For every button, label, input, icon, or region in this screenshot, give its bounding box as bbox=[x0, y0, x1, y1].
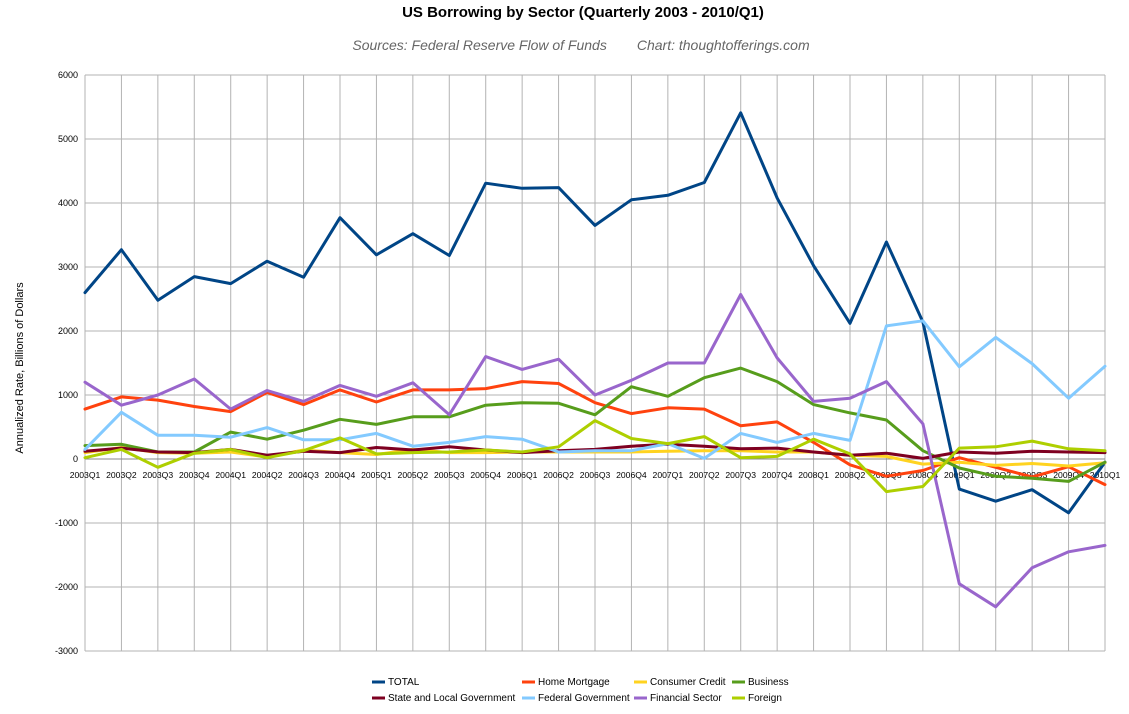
legend-label-financial-sector: Financial Sector bbox=[650, 693, 722, 704]
grid bbox=[84, 74, 1106, 652]
x-tick-label: 2009Q4 bbox=[1053, 470, 1084, 480]
y-tick-label: 5000 bbox=[58, 134, 78, 144]
x-tick-label: 2007Q3 bbox=[725, 470, 756, 480]
series-line-total bbox=[83, 111, 1107, 515]
y-tick-label: -1000 bbox=[55, 518, 78, 528]
x-tick-label: 2005Q3 bbox=[434, 470, 465, 480]
y-tick-label: 6000 bbox=[58, 70, 78, 80]
x-tick-label: 2007Q2 bbox=[689, 470, 720, 480]
x-tick-label: 2003Q4 bbox=[179, 470, 210, 480]
y-tick-label: 3000 bbox=[58, 262, 78, 272]
x-tick-label: 2006Q4 bbox=[616, 470, 647, 480]
x-tick-label: 2007Q4 bbox=[762, 470, 793, 480]
y-tick-label: 1000 bbox=[58, 390, 78, 400]
x-tick-label: 2006Q2 bbox=[543, 470, 574, 480]
legend-label-business: Business bbox=[748, 677, 789, 688]
x-tick-label: 2004Q3 bbox=[288, 470, 319, 480]
x-tick-label: 2004Q2 bbox=[252, 470, 283, 480]
y-tick-label: -3000 bbox=[55, 646, 78, 656]
chart-title: US Borrowing by Sector (Quarterly 2003 -… bbox=[402, 4, 764, 21]
legend: TOTAL Home Mortgage Consumer Credit Busines… bbox=[372, 677, 789, 704]
x-tick-label: 2008Q2 bbox=[835, 470, 866, 480]
y-axis-label: Annualized Rate, Billions of Dollars bbox=[14, 282, 26, 454]
x-tick-label: 2008Q4 bbox=[908, 470, 939, 480]
series-line-home-mortgage bbox=[83, 380, 1107, 487]
legend-label-state-and-local-government: State and Local Government bbox=[388, 693, 516, 704]
y-tick-label: 4000 bbox=[58, 198, 78, 208]
x-tick-label: 2009Q1 bbox=[944, 470, 975, 480]
y-tick-label: -2000 bbox=[55, 582, 78, 592]
series-line-foreign bbox=[83, 419, 1107, 494]
x-tick-label: 2003Q1 bbox=[70, 470, 101, 480]
x-tick-label: 2005Q1 bbox=[361, 470, 392, 480]
legend-label-home-mortgage: Home Mortgage bbox=[538, 677, 610, 688]
legend-label-total: TOTAL bbox=[388, 677, 420, 688]
x-tick-label: 2005Q4 bbox=[470, 470, 501, 480]
legend-label-federal-government: Federal Government bbox=[538, 693, 630, 704]
series-line-federal-government bbox=[83, 319, 1107, 460]
series-line-financial-sector bbox=[83, 293, 1107, 609]
chart-subtitle: Sources: Federal Reserve Flow of Funds Ch… bbox=[0, 37, 1129, 53]
x-tick-label: 2006Q1 bbox=[507, 470, 538, 480]
chart-credit: Chart: thoughtofferings.com bbox=[636, 37, 810, 53]
y-tick-label: 0 bbox=[73, 454, 78, 464]
x-tick-label: 2005Q2 bbox=[398, 470, 429, 480]
x-tick-label: 2008Q1 bbox=[798, 470, 829, 480]
x-tick-label: 2006Q3 bbox=[580, 470, 611, 480]
y-tick-label: 2000 bbox=[58, 326, 78, 336]
x-tick-label: 2010Q1 bbox=[1090, 470, 1121, 480]
legend-label-consumer-credit: Consumer Credit bbox=[650, 677, 726, 688]
chart-source: Sources: Federal Reserve Flow of Funds bbox=[352, 37, 607, 53]
x-tick-label: 2009Q3 bbox=[1017, 470, 1048, 480]
legend-label-foreign: Foreign bbox=[748, 693, 782, 704]
series-lines bbox=[83, 111, 1107, 609]
x-tick-label: 2004Q1 bbox=[215, 470, 246, 480]
x-tick-label: 2003Q3 bbox=[143, 470, 174, 480]
x-tick-label: 2007Q1 bbox=[653, 470, 684, 480]
axes: -3000 -2000 -1000 0 1000 2000 3000 4000 5000 6000… bbox=[55, 70, 1121, 656]
x-tick-label: 2004Q4 bbox=[325, 470, 356, 480]
x-tick-label: 2003Q2 bbox=[106, 470, 137, 480]
